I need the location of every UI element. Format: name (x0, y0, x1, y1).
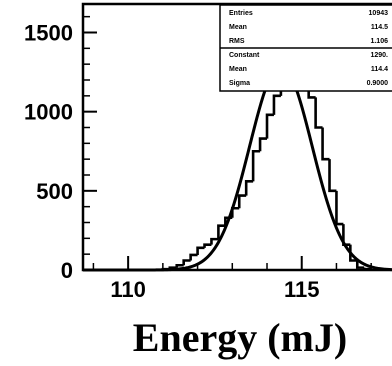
stats-value: 1290. (370, 52, 388, 59)
y-axis: 0 500 1000 1500 (24, 15, 97, 283)
stats-label: Sigma (229, 80, 250, 87)
stats-label: Constant (229, 52, 260, 59)
histogram-bin (314, 97, 323, 129)
y-tick-label: 1000 (24, 100, 73, 125)
histogram-bin (189, 253, 198, 261)
histogram-bin (258, 137, 268, 152)
plot-area (81, 2, 392, 272)
histogram-bin (251, 149, 261, 182)
x-axis-label: Energy (mJ) (133, 315, 347, 360)
x-tick-label: 110 (110, 277, 146, 302)
stats-label: Entries (229, 10, 253, 17)
y-tick-label: 0 (61, 258, 73, 283)
histogram-bin (349, 244, 358, 262)
stats-value: 1.106 (370, 38, 388, 45)
histogram-bin (321, 127, 330, 161)
histogram-bin (217, 224, 226, 240)
histogram-bin (328, 159, 337, 193)
histogram-bin (182, 259, 191, 266)
y-tick-label: 1500 (24, 21, 73, 46)
stats-value: 114.4 (371, 66, 388, 73)
histogram-bin (335, 190, 344, 226)
histogram-bin (272, 94, 281, 115)
chart-marks (83, 64, 392, 272)
x-axis: 110 115 (92, 256, 372, 302)
histogram-bin (210, 237, 219, 245)
stats-value: 0.9000 (367, 80, 389, 87)
histogram-bin (265, 113, 274, 139)
plot-frame (81, 2, 392, 272)
histogram-bin (196, 246, 205, 255)
stats-label: Mean (229, 66, 247, 73)
gaussian-fit-line (83, 64, 392, 272)
histogram-bin (203, 243, 212, 248)
stats-label: Mean (229, 24, 247, 31)
histogram-bin (175, 263, 184, 268)
histogram-bin (355, 260, 365, 269)
stats-value: 10943 (369, 10, 389, 17)
stats-value: 114.5 (371, 24, 388, 31)
y-tick-label: 500 (36, 179, 73, 204)
histogram-bin (237, 194, 247, 209)
stats-box: Entries 10943 Mean 114.5 RMS 1.106 Constant 129… (219, 4, 392, 92)
x-tick-label: 115 (284, 277, 320, 302)
histogram-bin (244, 180, 254, 196)
stats-label: RMS (229, 38, 245, 45)
histogram-bin (362, 267, 372, 271)
